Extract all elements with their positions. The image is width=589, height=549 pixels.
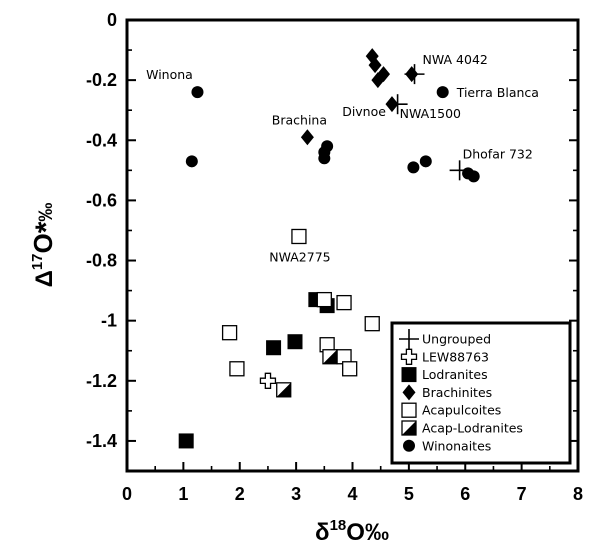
- legend-marker-ungrouped: [399, 329, 419, 349]
- point-brachinites: [385, 96, 399, 113]
- point-acapulcoites: [336, 294, 352, 311]
- point-acapulcoites: [221, 325, 238, 341]
- point-brachinites: [300, 129, 314, 146]
- legend-item-lodranites: Lodranites: [401, 367, 488, 383]
- y-tick-label: -0.6: [86, 190, 117, 210]
- annotation-label: Dhofar 732: [463, 146, 533, 161]
- point-winonaites: [318, 152, 331, 165]
- legend-item-winonaites: Winonaites: [403, 438, 491, 453]
- x-tick-label: 8: [573, 484, 583, 504]
- point-lew88763: [259, 372, 277, 389]
- x-tick-label: 5: [404, 484, 414, 504]
- y-tick-label: -1.4: [86, 431, 117, 451]
- legend-label: Winonaites: [422, 438, 491, 453]
- point-annotations: Winona NWA 4042 Tierra Blanca Brachina Divno…: [146, 52, 539, 264]
- data-points: [178, 48, 480, 449]
- y-axis-title: Δ17O*‰: [28, 203, 63, 288]
- point-brachinites: [368, 57, 382, 74]
- x-tick-label: 0: [122, 484, 132, 504]
- legend-box: [390, 321, 572, 465]
- legend-label: Acap-Lodranites: [422, 421, 523, 436]
- point-acap-lodranites: [322, 349, 338, 365]
- x-tick-label: 1: [178, 484, 188, 504]
- legend-label: Ungrouped: [422, 332, 491, 347]
- legend-label: Lodranites: [422, 367, 488, 382]
- legend-marker-lew88763: [400, 348, 418, 365]
- legend-marker-acap-lodranites: [401, 420, 417, 436]
- legend-marker-winonaites: [403, 439, 415, 452]
- y-tick-label: -0.8: [86, 251, 117, 271]
- legend-item-acap-lodranites: Acap-Lodranites: [401, 420, 523, 436]
- x-tick-label: 4: [347, 484, 357, 504]
- point-acap-lodranites: [276, 382, 292, 398]
- annotation-label: Tierra Blanca: [456, 85, 539, 100]
- y-tick-label: 0: [107, 10, 117, 30]
- legend-item-brachinites: Brachinites: [402, 384, 492, 401]
- point-acapulcoites: [291, 228, 307, 245]
- point-acapulcoites: [342, 361, 358, 377]
- annotation-label: Brachina: [272, 112, 327, 127]
- point-brachinites: [405, 66, 419, 83]
- annotation-label: NWA 4042: [423, 52, 488, 67]
- y-axis-title-star: *: [30, 221, 63, 233]
- legend-label: Acapulcoites: [422, 403, 501, 418]
- annotation-label: Winona: [146, 67, 193, 82]
- point-lodranites: [178, 433, 194, 449]
- x-tick-label: 2: [235, 484, 245, 504]
- x-axis-title-main: O‰: [346, 519, 389, 546]
- legend-item-acapulcoites: Acapulcoites: [401, 402, 501, 418]
- point-winonaites: [191, 86, 204, 99]
- y-tick-labels: 0 -0.2 -0.4 -0.6 -0.8 -1 -1.2 -1.4: [86, 10, 117, 451]
- point-winonaites: [419, 155, 432, 168]
- plot-frame: [125, 18, 580, 473]
- point-winonaites: [185, 155, 198, 168]
- point-acapulcoites: [229, 361, 245, 377]
- annotation-label: NWA1500: [400, 106, 461, 121]
- y-axis-title-main: O: [28, 233, 58, 253]
- legend-item-lew88763: LEW88763: [400, 348, 489, 365]
- annotation-label: NWA2775: [269, 249, 330, 264]
- x-tick-label: 6: [460, 484, 470, 504]
- y-tick-label: -0.2: [86, 70, 117, 90]
- point-winonaites: [436, 86, 449, 99]
- legend-item-ungrouped: Ungrouped: [399, 329, 491, 349]
- x-axis-title: δ18O‰: [315, 517, 389, 546]
- point-winonaites: [467, 170, 480, 183]
- point-winonaites: [407, 161, 420, 174]
- x-tick-labels: 0 1 2 3 4 5 6 7 8: [122, 484, 583, 504]
- y-axis-title-base: Δ: [31, 270, 58, 287]
- point-lodranites: [287, 334, 303, 350]
- point-lodranites: [266, 340, 282, 356]
- legend-marker-acapulcoites: [401, 402, 417, 418]
- x-axis-title-sup: 18: [330, 517, 347, 534]
- y-tick-label: -1: [101, 311, 117, 331]
- y-tick-label: -0.4: [86, 130, 117, 150]
- x-tick-label: 3: [291, 484, 301, 504]
- legend-label: LEW88763: [422, 349, 489, 364]
- legend-marker-brachinites: [402, 384, 416, 401]
- point-brachinites: [371, 72, 385, 89]
- x-axis-title-base: δ: [315, 519, 330, 546]
- legend: Ungrouped LEW88763 Lodranites Brachinites Ac…: [390, 321, 572, 465]
- legend-marker-lodranites: [401, 367, 417, 383]
- legend-label: Brachinites: [422, 385, 492, 400]
- annotation-label: Divnoe: [342, 104, 386, 119]
- x-tick-label: 7: [517, 484, 527, 504]
- point-acapulcoites: [364, 316, 380, 332]
- point-acapulcoites: [316, 291, 332, 308]
- y-tick-label: -1.2: [86, 371, 117, 391]
- y-axis-title-sup: 17: [29, 253, 46, 270]
- y-axis-title-unit: ‰: [36, 203, 57, 222]
